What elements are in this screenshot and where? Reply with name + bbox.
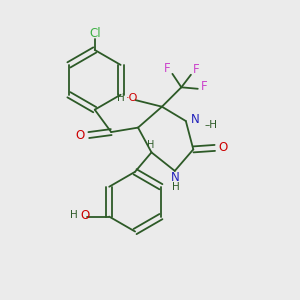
Text: F: F [201, 80, 208, 93]
Text: H: H [70, 210, 78, 220]
Text: Cl: Cl [89, 27, 100, 40]
Text: O: O [81, 208, 90, 222]
Text: F: F [164, 62, 170, 75]
Text: H: H [147, 140, 155, 150]
Text: N: N [191, 113, 200, 126]
Text: H: H [117, 93, 124, 103]
Text: O: O [76, 129, 85, 142]
Text: O: O [218, 141, 228, 154]
Text: ·O: ·O [126, 93, 138, 103]
Text: –H: –H [204, 120, 217, 130]
Text: N: N [171, 171, 180, 184]
Text: H: H [172, 182, 179, 192]
Text: F: F [193, 63, 200, 76]
